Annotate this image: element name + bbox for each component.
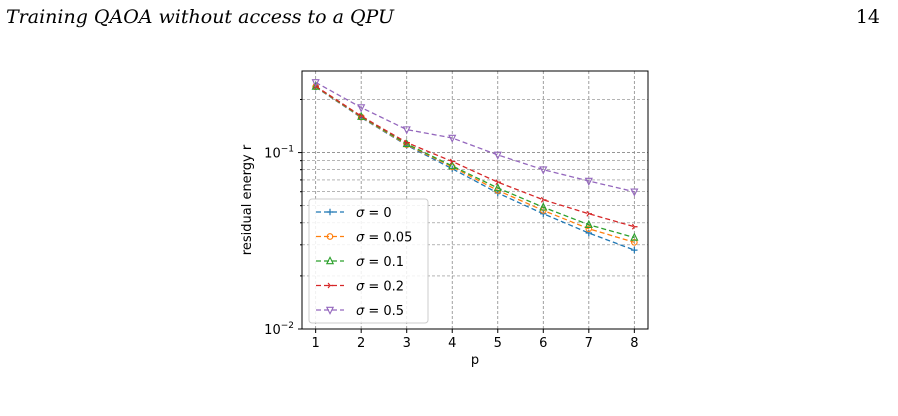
data-point <box>402 126 411 135</box>
x-tick-label: 6 <box>539 336 547 351</box>
legend-box <box>308 198 429 324</box>
series-3 <box>313 83 638 230</box>
series-line <box>315 86 635 251</box>
legend-marker <box>325 306 335 315</box>
data-point <box>584 177 593 186</box>
data-point <box>539 166 548 175</box>
legend-entry: σ = 0.1 <box>316 255 404 270</box>
x-tick-label: 3 <box>403 336 411 351</box>
plot-frame <box>301 70 649 330</box>
data-point <box>585 229 593 237</box>
data-point <box>448 161 457 170</box>
data-point <box>311 79 320 88</box>
legend-label: σ = 0.1 <box>356 255 404 270</box>
x-tick-label: 4 <box>448 336 456 351</box>
legend-label: σ = 0.05 <box>356 231 412 246</box>
y-tick-label: 10−2 <box>264 321 294 338</box>
data-point <box>586 210 593 217</box>
series-4 <box>311 79 639 197</box>
legend-marker <box>327 282 334 289</box>
data-point <box>448 134 457 143</box>
series-line <box>315 81 635 193</box>
legend-marker <box>325 256 335 265</box>
data-point <box>540 196 547 203</box>
x-tick-label: 5 <box>494 336 502 351</box>
legend-entry: σ = 0.2 <box>316 280 404 295</box>
data-point <box>631 246 638 254</box>
x-axis-label: p <box>471 353 479 368</box>
series-line <box>315 85 635 239</box>
legend-label: σ = 0.5 <box>356 304 404 319</box>
y-tick-label: 10−1 <box>264 145 294 162</box>
data-point <box>539 202 548 211</box>
data-point <box>631 223 638 230</box>
legend-entry: σ = 0.5 <box>316 304 404 319</box>
data-point <box>493 151 502 160</box>
data-point <box>630 238 638 246</box>
series-layer <box>311 79 639 254</box>
data-point <box>449 158 456 165</box>
legend-marker <box>326 208 334 216</box>
data-point <box>630 188 639 197</box>
data-point <box>404 139 410 146</box>
series-line <box>315 86 635 243</box>
legend-marker <box>326 233 334 240</box>
legend-label: σ = 0.2 <box>356 280 404 295</box>
data-point <box>493 183 502 192</box>
data-point <box>584 219 593 228</box>
axis-ticks: 1 2 3 4 5 6 7 8 10−1 10−2 <box>264 98 638 351</box>
legend-entry: σ = 0.05 <box>316 231 412 246</box>
x-tick-label: 7 <box>585 336 593 351</box>
running-title: Training QAOA without access to a QPU <box>6 6 395 28</box>
data-point <box>630 232 639 241</box>
page-number: 14 <box>855 6 880 28</box>
legend-entry: σ = 0 <box>316 206 392 221</box>
data-point <box>357 104 366 113</box>
legend: σ = 0 σ = 0.05 σ = 0.1 σ = 0.2 σ = 0.5 <box>308 198 429 324</box>
data-point <box>585 225 593 233</box>
data-point <box>358 113 365 120</box>
x-tick-label: 1 <box>312 336 320 351</box>
data-point <box>495 179 501 186</box>
x-tick-label: 2 <box>357 336 365 351</box>
x-tick-label: 8 <box>630 336 638 351</box>
y-axis-label: residual energy r <box>240 144 255 255</box>
legend-label: σ = 0 <box>356 206 392 221</box>
